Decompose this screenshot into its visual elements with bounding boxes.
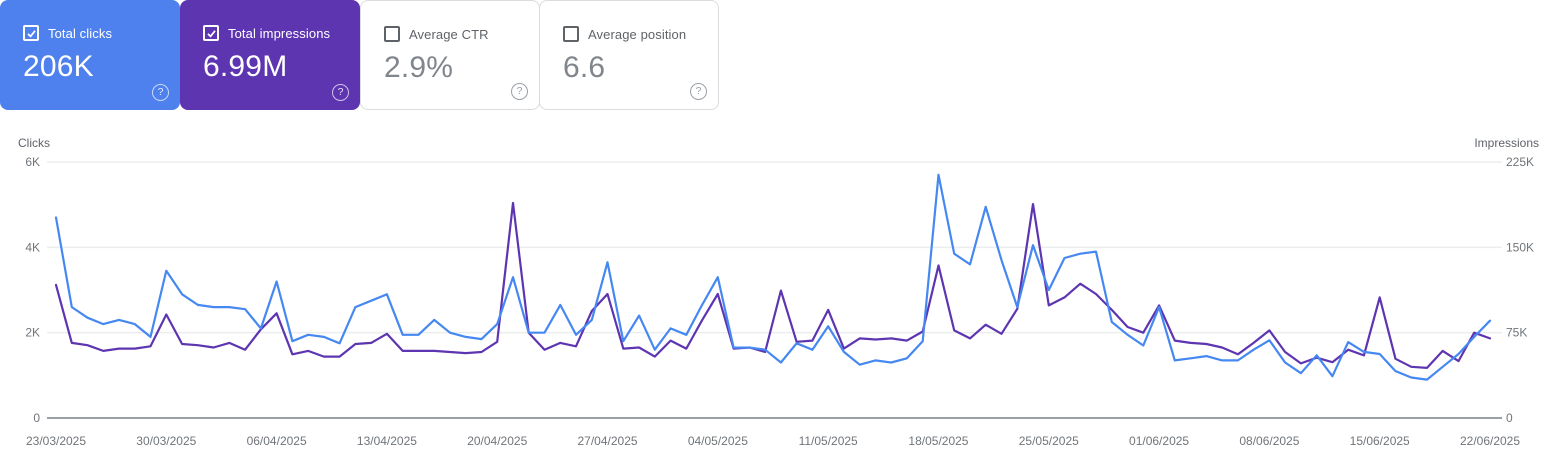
x-axis-date-label: 27/04/2025: [578, 434, 638, 448]
x-axis-date-label: 04/05/2025: [688, 434, 748, 448]
total-impressions-value: 6.99M: [203, 50, 288, 83]
x-axis-date-label: 25/05/2025: [1019, 434, 1079, 448]
total-impressions-checkbox[interactable]: [203, 25, 219, 41]
x-axis-date-label: 22/06/2025: [1460, 434, 1520, 448]
x-axis-date-label: 13/04/2025: [357, 434, 417, 448]
help-icon[interactable]: ?: [511, 83, 528, 100]
left-axis-tick: 6K: [25, 155, 40, 169]
card-total-impressions[interactable]: Total impressions 6.99M ?: [180, 0, 360, 110]
metric-cards: Total clicks 206K ? Total impressions 6.…: [0, 0, 719, 110]
help-icon[interactable]: ?: [690, 83, 707, 100]
card-total-clicks[interactable]: Total clicks 206K ?: [0, 0, 180, 110]
x-axis-date-label: 23/03/2025: [26, 434, 86, 448]
x-axis-date-label: 01/06/2025: [1129, 434, 1189, 448]
card-header: Total impressions: [203, 25, 360, 41]
average-ctr-value: 2.9%: [384, 51, 454, 84]
x-axis-date-label: 06/04/2025: [247, 434, 307, 448]
x-axis-date-label: 15/06/2025: [1350, 434, 1410, 448]
average-ctr-checkbox[interactable]: [384, 26, 400, 42]
right-axis-tick: 225K: [1506, 155, 1534, 169]
check-icon: [206, 29, 216, 38]
card-label: Average CTR: [409, 26, 489, 42]
card-label: Total impressions: [228, 25, 331, 41]
left-axis-tick: 4K: [25, 240, 40, 254]
total-clicks-checkbox[interactable]: [23, 25, 39, 41]
card-average-ctr[interactable]: Average CTR 2.9% ?: [360, 0, 540, 110]
average-position-checkbox[interactable]: [563, 26, 579, 42]
card-label: Total clicks: [48, 25, 113, 41]
clicks-line: [54, 173, 1492, 381]
average-position-value: 6.6: [563, 51, 606, 84]
impressions-line: [54, 201, 1492, 369]
card-average-position[interactable]: Average position 6.6 ?: [539, 0, 719, 110]
card-header: Average CTR: [384, 26, 539, 42]
x-axis-date-label: 08/06/2025: [1239, 434, 1299, 448]
right-axis-tick: 150K: [1506, 240, 1534, 254]
help-icon[interactable]: ?: [332, 84, 349, 101]
x-axis-date-label: 11/05/2025: [799, 434, 858, 448]
left-axis-tick: 0: [33, 411, 40, 425]
x-axis-date-label: 20/04/2025: [467, 434, 527, 448]
right-axis-tick: 75K: [1506, 326, 1527, 340]
right-axis-tick: 0: [1506, 411, 1513, 425]
help-icon[interactable]: ?: [152, 84, 169, 101]
right-axis-title: Impressions: [1474, 136, 1539, 150]
x-axis-date-label: 18/05/2025: [908, 434, 968, 448]
card-header: Total clicks: [23, 25, 180, 41]
check-icon: [26, 29, 36, 38]
x-axis-date-label: 30/03/2025: [136, 434, 196, 448]
card-header: Average position: [563, 26, 718, 42]
total-clicks-value: 206K: [23, 50, 94, 83]
left-axis-title: Clicks: [18, 136, 50, 150]
card-label: Average position: [588, 26, 687, 42]
left-axis-tick: 2K: [25, 326, 40, 340]
